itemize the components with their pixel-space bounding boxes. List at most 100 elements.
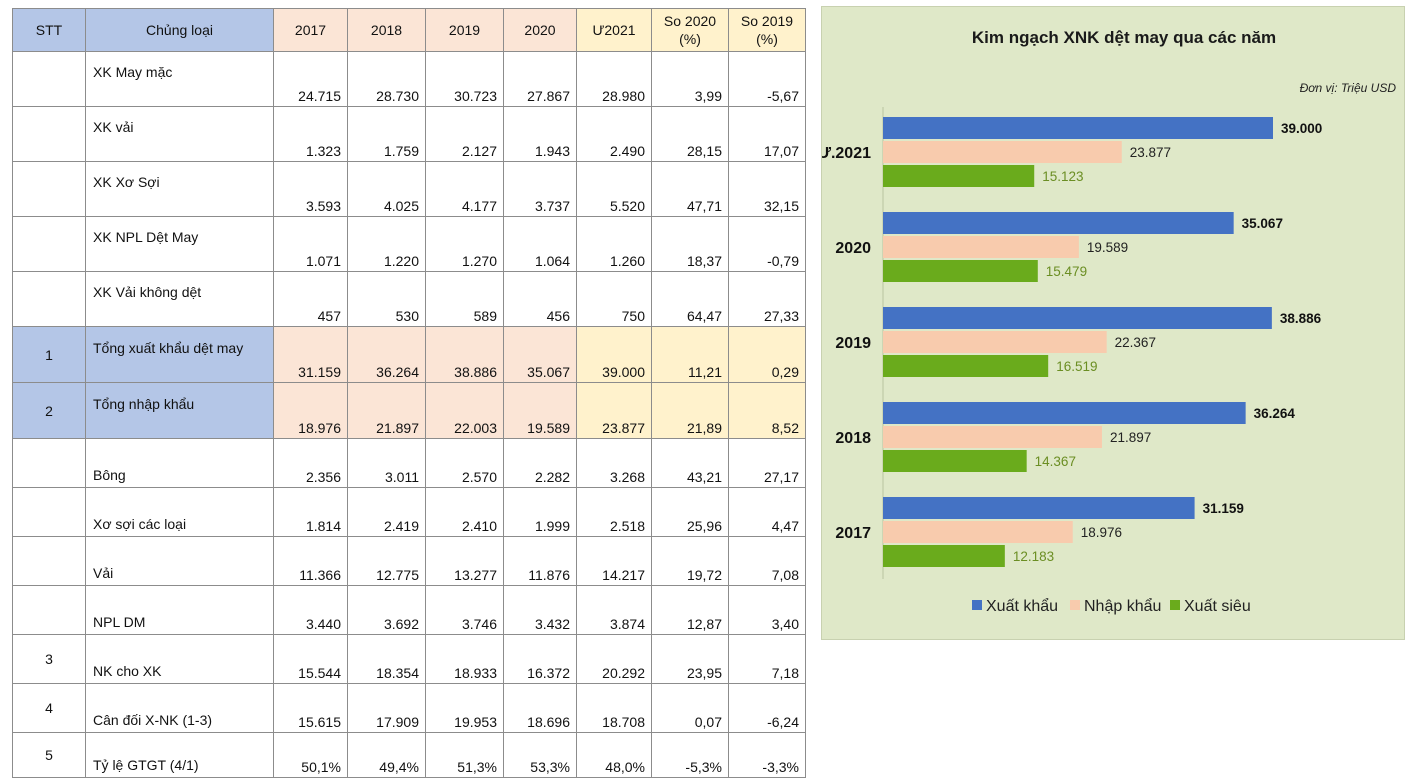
table-row: 4 Cân đối X-NK (1-3) 15.615 17.909 19.953 18.…: [12, 683, 806, 733]
row-value: 2.127: [425, 106, 504, 162]
row-stt: 3: [12, 634, 86, 684]
bar-value-label: 38.886: [1280, 311, 1322, 326]
bar-xuất-siêu: [883, 260, 1038, 282]
row-value: 8,52: [728, 382, 806, 439]
row-stt: [12, 106, 86, 162]
row-value: 7,08: [728, 536, 806, 586]
bar-xuất-khẩu: [883, 117, 1273, 139]
row-category-name: Tỷ lệ GTGT (4/1): [85, 732, 274, 778]
row-value: 47,71: [651, 161, 729, 217]
row-value: 27,33: [728, 271, 806, 327]
row-value: 19,72: [651, 536, 729, 586]
row-value: 21.897: [347, 382, 426, 439]
row-value: 3.874: [576, 585, 652, 635]
row-value: 23,95: [651, 634, 729, 684]
row-value: 3.692: [347, 585, 426, 635]
row-value: 50,1%: [273, 732, 348, 778]
row-value: 1.814: [273, 487, 348, 537]
bar-chart: Kim ngạch XNK dệt may qua các năm Đơn vị…: [822, 28, 1397, 615]
row-value: 27,17: [728, 438, 806, 488]
row-value: 12,87: [651, 585, 729, 635]
bar-nhập-khẩu: [883, 236, 1079, 258]
row-value: 36.264: [347, 326, 426, 383]
row-category-name: XK Xơ Sợi: [85, 161, 274, 217]
row-value: 1.071: [273, 216, 348, 272]
row-value: 30.723: [425, 51, 504, 107]
row-value: 14.217: [576, 536, 652, 586]
row-value: 23.877: [576, 382, 652, 439]
row-value: 18.976: [273, 382, 348, 439]
row-value: 18.354: [347, 634, 426, 684]
row-value: 32,15: [728, 161, 806, 217]
row-value: 3.737: [503, 161, 577, 217]
chart-unit: Đơn vị: Triệu USD: [1300, 81, 1397, 95]
bar-xuất-siêu: [883, 165, 1035, 187]
row-value: 16.372: [503, 634, 577, 684]
table-row: XK Vải không dệt 457 530 589 456 750 64,47 27,3…: [12, 271, 806, 327]
row-value: 2.490: [576, 106, 652, 162]
row-stt: [12, 216, 86, 272]
bar-value-label: 22.367: [1115, 335, 1156, 350]
row-value: 589: [425, 271, 504, 327]
bar-value-label: 12.183: [1013, 549, 1054, 564]
table-row: 2 Tổng nhập khẩu 18.976 21.897 22.003 19.589 2…: [12, 382, 806, 439]
row-value: 1.323: [273, 106, 348, 162]
chart-panel: Kim ngạch XNK dệt may qua các năm Đơn vị…: [821, 6, 1405, 640]
row-value: 2.410: [425, 487, 504, 537]
legend-label: Xuất khẩu: [986, 597, 1058, 615]
row-value: -0,79: [728, 216, 806, 272]
row-value: 3.268: [576, 438, 652, 488]
table-row: 5 Tỷ lệ GTGT (4/1) 50,1% 49,4% 51,3% 53,3% 48,…: [12, 732, 806, 778]
row-value: 11,21: [651, 326, 729, 383]
row-value: 28.980: [576, 51, 652, 107]
bar-xuất-khẩu: [883, 307, 1272, 329]
bar-value-label: 35.067: [1242, 216, 1283, 231]
row-value: 11.876: [503, 536, 577, 586]
row-category-name: XK Vải không dệt: [85, 271, 274, 327]
table-header-row: STT Chủng loại 2017 2018 2019 2020 Ư2021…: [12, 8, 806, 52]
row-category-name: XK May mặc: [85, 51, 274, 107]
row-value: 49,4%: [347, 732, 426, 778]
row-value: -6,24: [728, 683, 806, 733]
row-value: 1.270: [425, 216, 504, 272]
row-value: 1.064: [503, 216, 577, 272]
row-value: 4.177: [425, 161, 504, 217]
row-value: 15.615: [273, 683, 348, 733]
row-stt: 2: [12, 382, 86, 439]
row-stt: [12, 536, 86, 586]
table-row: NPL DM 3.440 3.692 3.746 3.432 3.874 12,87 3,40: [12, 585, 806, 635]
row-value: 1.220: [347, 216, 426, 272]
row-value: 31.159: [273, 326, 348, 383]
row-stt: 1: [12, 326, 86, 383]
chart-title: Kim ngạch XNK dệt may qua các năm: [972, 28, 1276, 47]
row-value: 4,47: [728, 487, 806, 537]
bars-group: Ư.2021 39.000 23.877 15.123 2020 35.067 19.589…: [822, 117, 1322, 567]
row-stt: 5: [12, 732, 86, 778]
row-category-name: XK NPL Dệt May: [85, 216, 274, 272]
row-value: 4.025: [347, 161, 426, 217]
row-category-name: Tổng xuất khẩu dệt may: [85, 326, 274, 383]
row-value: 48,0%: [576, 732, 652, 778]
table-row: Vải 11.366 12.775 13.277 11.876 14.217 19,72 7,…: [12, 536, 806, 586]
row-value: 27.867: [503, 51, 577, 107]
header-vs-2019: So 2019 (%): [728, 8, 806, 52]
row-value: 3.432: [503, 585, 577, 635]
bar-value-label: 15.123: [1042, 169, 1083, 184]
row-value: 456: [503, 271, 577, 327]
row-value: 457: [273, 271, 348, 327]
row-stt: 4: [12, 683, 86, 733]
header-2019: 2019: [425, 8, 504, 52]
table-row: Xơ sợi các loại 1.814 2.419 2.410 1.999 2.518…: [12, 487, 806, 537]
row-value: 25,96: [651, 487, 729, 537]
row-value: 3.011: [347, 438, 426, 488]
category-label: 2018: [835, 430, 871, 447]
row-value: 2.419: [347, 487, 426, 537]
row-value: 3.593: [273, 161, 348, 217]
header-stt: STT: [12, 8, 86, 52]
row-stt: [12, 51, 86, 107]
row-value: 18.696: [503, 683, 577, 733]
row-value: 18,37: [651, 216, 729, 272]
table-row: Bông 2.356 3.011 2.570 2.282 3.268 43,21 27,17: [12, 438, 806, 488]
row-value: -5,67: [728, 51, 806, 107]
bar-xuất-siêu: [883, 545, 1005, 567]
